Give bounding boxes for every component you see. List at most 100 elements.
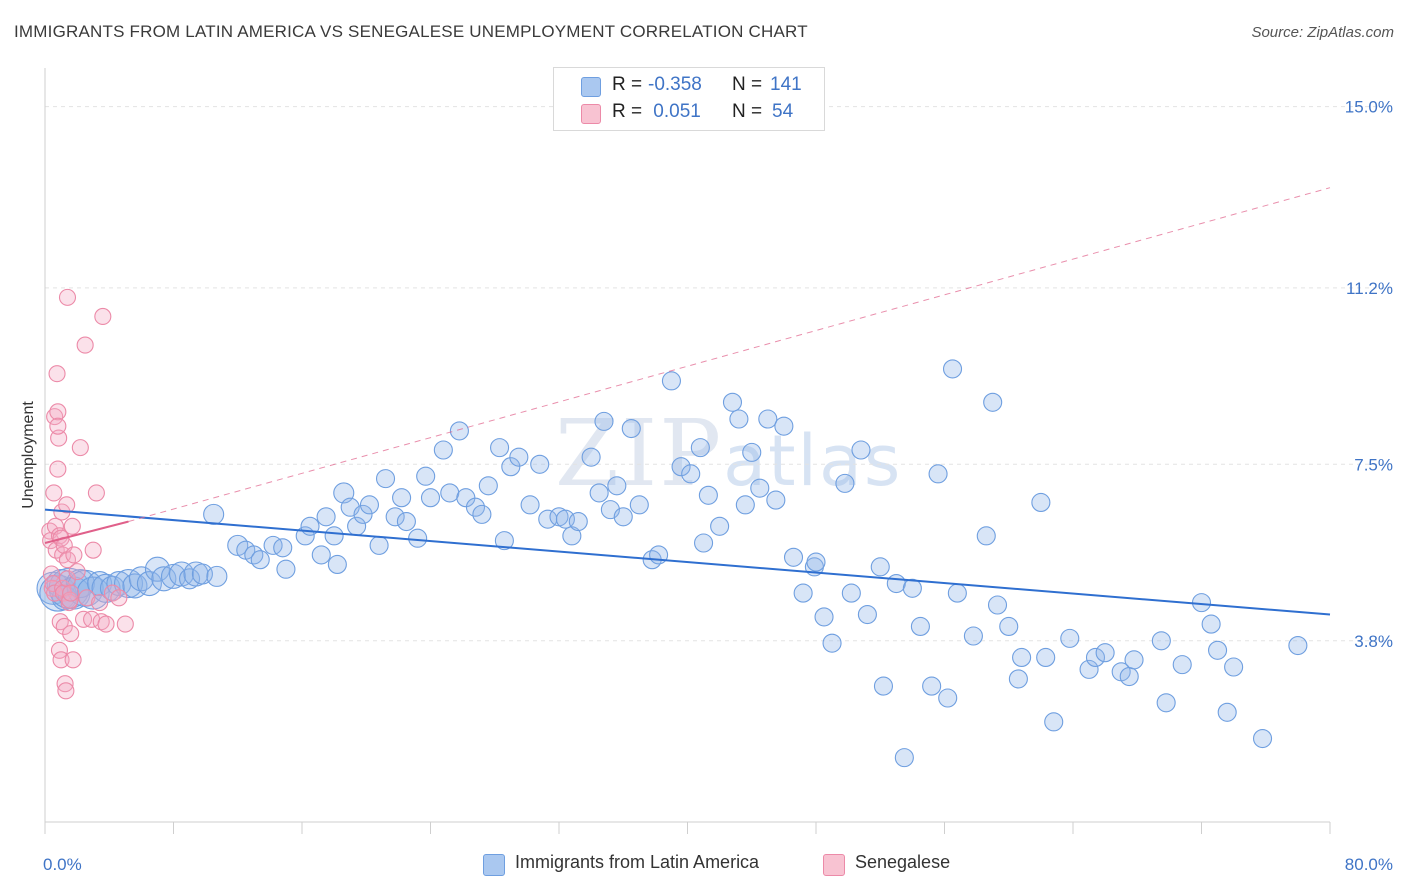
data-point <box>87 484 105 502</box>
y-axis-title: Unemployment <box>20 401 37 509</box>
data-point <box>661 371 681 391</box>
legend-n-label: N = <box>732 74 763 95</box>
y-tick-label: 3.8% <box>1354 632 1393 651</box>
data-point <box>45 484 63 502</box>
data-point <box>183 561 209 587</box>
data-point <box>62 625 80 643</box>
data-point <box>983 392 1003 412</box>
data-point <box>1008 669 1028 689</box>
data-point <box>449 421 469 441</box>
data-point <box>58 288 77 306</box>
data-point <box>729 409 749 429</box>
data-point <box>835 473 855 493</box>
data-point <box>530 454 550 474</box>
data-point <box>472 504 492 524</box>
data-point <box>250 550 270 570</box>
data-point <box>478 476 498 496</box>
data-point <box>999 616 1019 637</box>
legend-swatch-latin-america <box>581 77 601 97</box>
data-point <box>110 589 128 607</box>
data-point <box>64 651 82 669</box>
data-point <box>433 440 453 460</box>
data-point <box>742 442 762 462</box>
data-point <box>78 589 96 607</box>
data-point <box>629 495 649 515</box>
bottom-legend-swatch-latin-america <box>483 854 505 876</box>
data-point <box>814 607 834 627</box>
data-point <box>894 748 914 768</box>
data-point <box>375 469 396 489</box>
data-point <box>758 409 778 429</box>
legend-r-label: R = <box>612 101 643 122</box>
x-tick-label: 80.0% <box>1345 855 1393 874</box>
data-point <box>942 359 963 379</box>
data-point <box>501 457 521 477</box>
data-point <box>385 507 405 527</box>
data-point <box>1208 640 1228 660</box>
data-point <box>58 496 76 514</box>
data-point <box>408 528 428 548</box>
data-point <box>324 526 344 546</box>
chart-title: IMMIGRANTS FROM LATIN AMERICA VS SENEGAL… <box>14 22 808 41</box>
data-point <box>359 495 380 515</box>
data-point <box>938 688 958 708</box>
correlation-legend: R = -0.358 N = 141 R = 0.051 N = 54 <box>553 67 825 131</box>
data-point <box>1156 693 1176 713</box>
data-point <box>910 616 930 637</box>
legend-n-value: 54 <box>772 101 794 122</box>
data-point <box>1095 643 1115 663</box>
data-point <box>735 495 755 515</box>
data-point <box>327 554 347 575</box>
data-point <box>621 418 641 439</box>
data-point <box>750 478 770 498</box>
data-point <box>690 438 710 458</box>
legend-r-label: R = <box>612 74 643 95</box>
legend-r-value: -0.358 <box>648 74 702 95</box>
trend-lines <box>44 187 1331 616</box>
data-point <box>420 488 441 508</box>
data-point <box>671 457 691 477</box>
data-point <box>851 440 871 460</box>
data-point <box>987 595 1008 615</box>
data-point <box>1201 614 1221 634</box>
y-tick-label: 7.5% <box>1354 455 1393 474</box>
data-point <box>509 447 529 467</box>
data-point <box>49 417 67 435</box>
legend-n-label: N = <box>732 101 763 122</box>
data-point <box>52 651 70 669</box>
legend-row-latin-america: R = -0.358 N = 141 <box>554 74 824 100</box>
data-point <box>61 591 79 609</box>
trend-line-latin-america <box>44 508 1331 616</box>
x-tick-label: 0.0% <box>43 855 82 874</box>
data-point <box>63 517 81 535</box>
data-point <box>1252 728 1273 749</box>
data-point <box>698 485 718 505</box>
data-point <box>1031 492 1051 513</box>
chart-source: Source: ZipAtlas.com <box>1251 24 1394 41</box>
data-point <box>396 511 416 532</box>
data-point <box>1151 631 1171 651</box>
data-point <box>1217 702 1237 722</box>
data-point <box>562 526 582 546</box>
data-point <box>65 546 83 564</box>
data-point <box>49 460 67 478</box>
data-point <box>369 535 389 555</box>
data-point <box>71 439 89 457</box>
data-point <box>886 573 906 594</box>
data-point <box>710 516 730 536</box>
data-point <box>55 617 73 636</box>
data-point <box>92 613 110 631</box>
data-point <box>494 531 514 551</box>
data-point <box>316 507 336 527</box>
data-point <box>594 411 614 431</box>
data-point <box>822 633 842 653</box>
data-point <box>963 626 983 646</box>
data-point <box>1172 655 1192 675</box>
legend-swatch-senegalese <box>581 104 601 124</box>
data-point <box>1085 647 1106 668</box>
legend-r-value: 0.051 <box>648 101 701 122</box>
data-point <box>694 533 714 553</box>
legend-row-senegalese: R = 0.051 N = 54 <box>554 101 824 127</box>
data-point <box>62 584 80 602</box>
data-point <box>116 615 134 633</box>
